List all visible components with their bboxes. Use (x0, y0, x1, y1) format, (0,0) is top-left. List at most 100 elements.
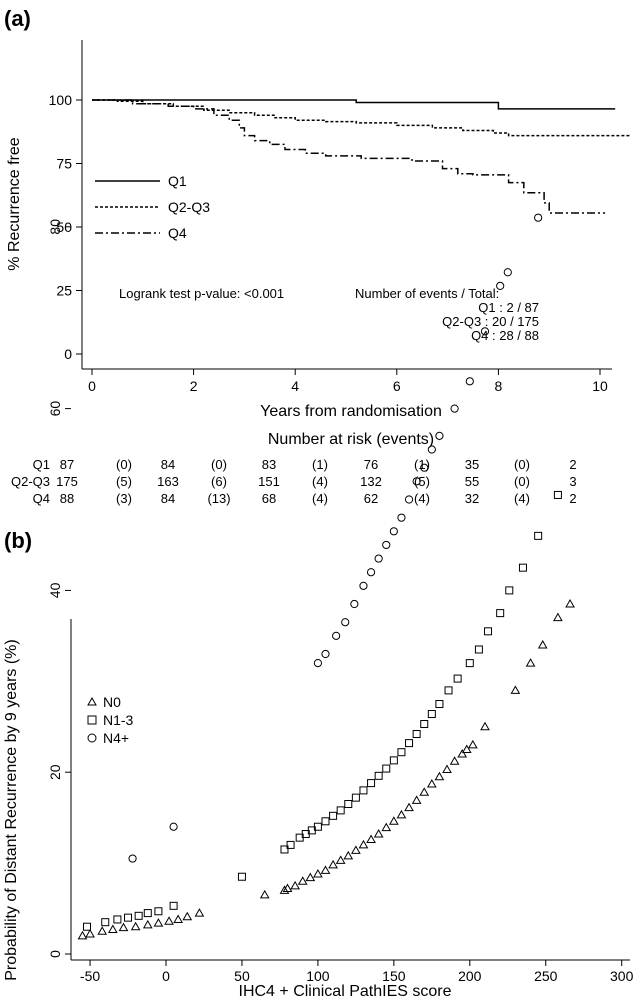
point-n0 (457, 749, 468, 758)
km-x-tick-label: 2 (190, 378, 198, 394)
point-n1-3 (321, 817, 330, 826)
point-n1-3 (169, 901, 178, 910)
point-n0 (142, 919, 153, 929)
risk-cell: 132 (360, 474, 382, 489)
risk-cell: 32 (465, 491, 479, 506)
point-n1-3 (124, 913, 133, 922)
point-n1-3 (412, 730, 421, 739)
legend-label-n0: N0 (103, 694, 121, 710)
point-n0 (404, 802, 414, 812)
scatter-y-tick-label: 40 (47, 582, 63, 598)
risk-row-label: Q4 (33, 491, 50, 506)
point-n0 (320, 865, 331, 874)
risk-cell: 84 (161, 457, 175, 472)
point-n4 (341, 618, 350, 627)
scatter-y-ticks: 0 20 40 60 80 (47, 219, 71, 958)
point-n4 (366, 568, 376, 577)
scatter-x-tick-label: 50 (234, 968, 250, 984)
point-n0 (480, 721, 490, 731)
legend-label-q2q3: Q2-Q3 (168, 199, 210, 215)
risk-cell: (5) (414, 474, 430, 489)
risk-table-title: Number at risk (events) (268, 431, 434, 448)
risk-cell: 151 (258, 474, 280, 489)
risk-cell: (0) (514, 474, 530, 489)
km-y-tick-label: 25 (56, 283, 72, 299)
km-plot-area (81, 40, 612, 370)
logrank-annotation: Logrank test p-value: <0.001 (119, 286, 284, 301)
point-n4 (128, 854, 137, 863)
point-n0 (388, 816, 399, 825)
point-n1-3 (344, 800, 353, 809)
point-n1-3 (83, 922, 92, 931)
point-n4 (420, 463, 429, 472)
km-x-tick-label: 0 (88, 378, 96, 394)
point-n0 (467, 739, 478, 749)
point-n1-3 (313, 822, 322, 831)
panel-a-label: (a) (4, 6, 31, 31)
point-n1-3 (435, 700, 444, 709)
point-n1-3 (237, 872, 246, 881)
point-n1-3 (143, 909, 152, 918)
point-n0 (366, 834, 376, 843)
point-n4 (169, 822, 178, 831)
risk-cell: (4) (312, 491, 328, 506)
point-n4 (496, 281, 505, 290)
point-n1-3 (420, 720, 429, 729)
scatter-x-tick-label: 0 (162, 968, 170, 984)
point-n4 (382, 540, 391, 550)
scatter-points (77, 213, 575, 940)
point-n0 (290, 880, 300, 890)
point-n0 (343, 850, 354, 860)
point-n0 (297, 876, 308, 885)
events-line-q4: Q4 : 28 / 88 (471, 328, 539, 343)
legend-triangle-marker (87, 696, 97, 706)
legend-label-n13: N1-3 (103, 712, 134, 728)
point-n0 (279, 885, 290, 894)
point-n0 (194, 908, 205, 917)
point-n0 (565, 599, 575, 608)
point-n1-3 (553, 490, 562, 499)
scatter-y-axis-label: Probability of Distant Recurrence by 9 y… (3, 639, 20, 980)
point-n1-3 (389, 756, 398, 765)
point-n0 (419, 787, 430, 796)
km-legend: Q1 Q2-Q3 Q4 (95, 173, 210, 241)
point-n1-3 (367, 779, 376, 788)
km-y-tick-label: 100 (49, 92, 73, 108)
scatter-x-axis-label: IHC4 + Clinical PathIES score (239, 983, 452, 1000)
point-n4 (503, 268, 512, 277)
point-n0 (259, 889, 270, 899)
point-n4 (465, 377, 474, 386)
km-x-tick-label: 4 (291, 378, 299, 394)
point-n0 (153, 918, 164, 927)
point-n0 (77, 930, 88, 940)
point-n4 (389, 527, 398, 536)
risk-cell: 55 (465, 474, 479, 489)
risk-cell: 3 (569, 474, 576, 489)
point-n0 (510, 685, 521, 694)
point-n4 (332, 631, 341, 640)
point-n4 (397, 513, 406, 522)
km-curve-q1 (92, 99, 616, 110)
point-n0 (305, 872, 316, 882)
scatter-x-ticks: -50 0 50 100 150 200 250 300 (80, 960, 634, 984)
point-n0 (461, 744, 472, 753)
point-n0 (351, 845, 361, 854)
risk-row-label: Q1 (33, 457, 50, 472)
point-n1-3 (484, 627, 493, 636)
km-x-ticks: 0 2 4 6 8 10 (88, 369, 608, 394)
risk-cell: (5) (116, 474, 132, 489)
legend-square-marker (87, 715, 97, 725)
panel-b-label: (b) (4, 528, 32, 553)
risk-cell: 76 (364, 457, 378, 472)
point-n4 (321, 649, 330, 659)
events-line-q2q3: Q2-Q3 : 20 / 175 (442, 314, 539, 329)
risk-row-label: Q2-Q3 (11, 474, 50, 489)
point-n0 (164, 916, 174, 925)
risk-cell: 163 (157, 474, 179, 489)
scatter-y-tick-label: 60 (47, 401, 63, 417)
point-n0 (381, 822, 392, 832)
point-n0 (313, 869, 323, 878)
risk-cell: 2 (569, 457, 576, 472)
legend-circle-marker (87, 733, 97, 743)
